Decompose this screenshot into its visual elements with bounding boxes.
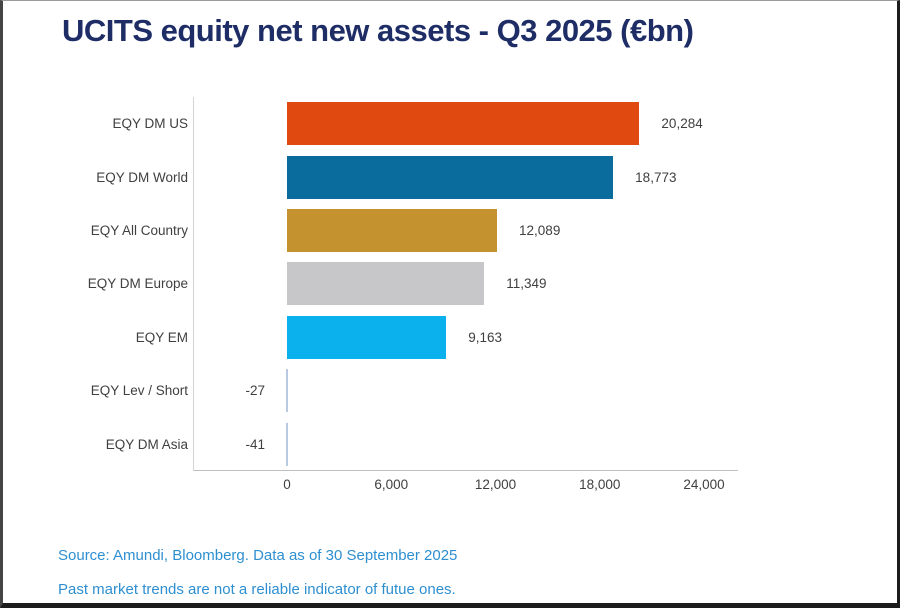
bar [287, 262, 485, 306]
category-label: EQY DM Europe [87, 276, 188, 292]
value-label: 18,773 [635, 169, 677, 185]
category-label: EQY DM US [112, 116, 188, 132]
plot-area: EQY DM US 20,284 EQY DM World 18,773 EQY All… [88, 97, 738, 492]
bar [287, 315, 447, 359]
bar [287, 209, 498, 253]
bar [286, 422, 288, 466]
bar-row: EQY All Country 12,089 [91, 204, 738, 257]
bar-row: EQY DM World 18,773 [96, 150, 738, 203]
bar-row: EQY EM 9,163 [136, 311, 738, 364]
value-label: 12,089 [519, 223, 561, 239]
bar-row: EQY DM US 20,284 [112, 97, 738, 150]
value-label: -41 [245, 436, 265, 452]
x-axis-tick-label: 0 [283, 477, 291, 492]
bar [287, 102, 640, 146]
bar [286, 369, 288, 413]
x-axis-tick-label: 12,000 [474, 477, 517, 492]
bar-row: EQY DM Asia -41 [106, 418, 738, 471]
category-label: EQY Lev / Short [90, 383, 188, 399]
bar [287, 155, 614, 199]
x-axis-tick-label: 6,000 [374, 477, 409, 492]
bar-row: EQY DM Europe 11,349 [88, 257, 738, 310]
value-label: 11,349 [506, 276, 547, 292]
category-label: EQY EM [135, 329, 188, 345]
source-note: Source: Amundi, Bloomberg. Data as of 30… [58, 547, 458, 564]
value-label: 9,163 [468, 329, 502, 345]
bar-row: EQY Lev / Short -27 [91, 364, 738, 417]
category-label: EQY All Country [90, 223, 188, 239]
category-label: EQY DM World [96, 169, 188, 185]
category-label: EQY DM Asia [105, 436, 188, 452]
x-axis-tick-label: 18,000 [579, 477, 621, 492]
disclaimer-note: Past market trends are not a reliable in… [58, 581, 456, 598]
x-axis-tick-label: 24,000 [683, 477, 725, 492]
value-label: 20,284 [661, 116, 703, 132]
chart-title: UCITS equity net new assets - Q3 2025 (€… [62, 13, 694, 48]
value-label: -27 [245, 383, 265, 399]
